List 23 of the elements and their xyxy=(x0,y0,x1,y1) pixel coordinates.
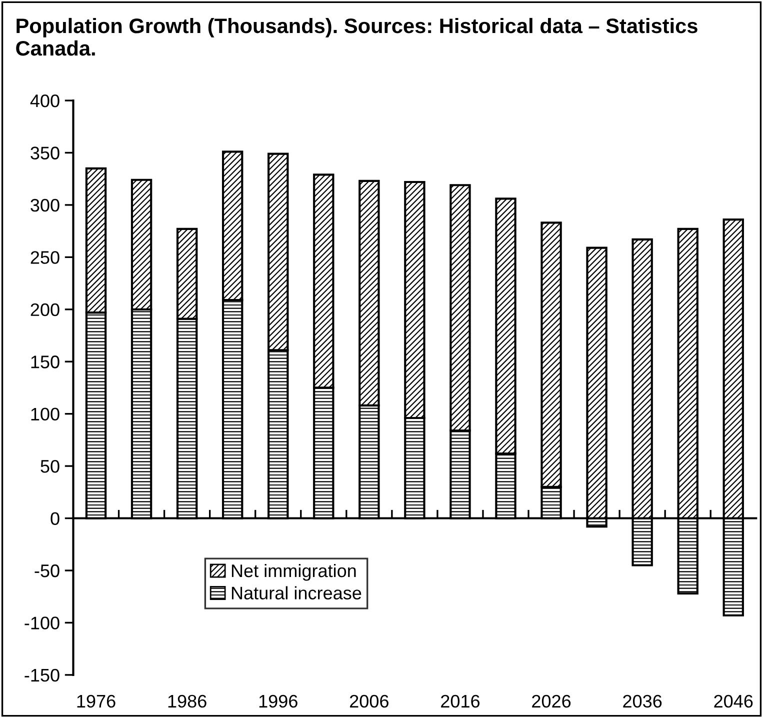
y-tick-label: -50 xyxy=(34,564,60,578)
y-tick-label: 200 xyxy=(30,303,60,316)
x-tick-label: 2016 xyxy=(441,694,480,708)
x-tick-label: 2036 xyxy=(623,694,662,708)
y-tick-label: 300 xyxy=(30,198,60,212)
y-tick-label: 0 xyxy=(50,512,60,525)
x-tick-label: 2006 xyxy=(350,694,388,708)
legend-label: Net immigration xyxy=(232,564,356,581)
y-tick-label: 50 xyxy=(40,460,60,473)
y-tick-label: -100 xyxy=(24,616,60,630)
x-tick-label: 2026 xyxy=(532,694,571,708)
x-tick-label: 1986 xyxy=(168,694,206,708)
y-tick-label: 100 xyxy=(31,408,60,421)
chart-title: Population Growth (Thousands). Sources: Historical data – Statistics Canada. xyxy=(16,18,698,56)
y-tick-label: -150 xyxy=(24,668,60,682)
y-tick-label: 250 xyxy=(30,251,60,264)
x-tick-label: 2046 xyxy=(714,694,753,708)
y-tick-label: 400 xyxy=(30,94,60,108)
y-tick-label: 150 xyxy=(31,356,60,368)
y-tick-label: 350 xyxy=(30,146,60,160)
legend-label: Natural increase xyxy=(232,586,362,600)
x-tick-label: 1976 xyxy=(77,694,116,708)
x-tick-label: 1996 xyxy=(259,694,298,708)
